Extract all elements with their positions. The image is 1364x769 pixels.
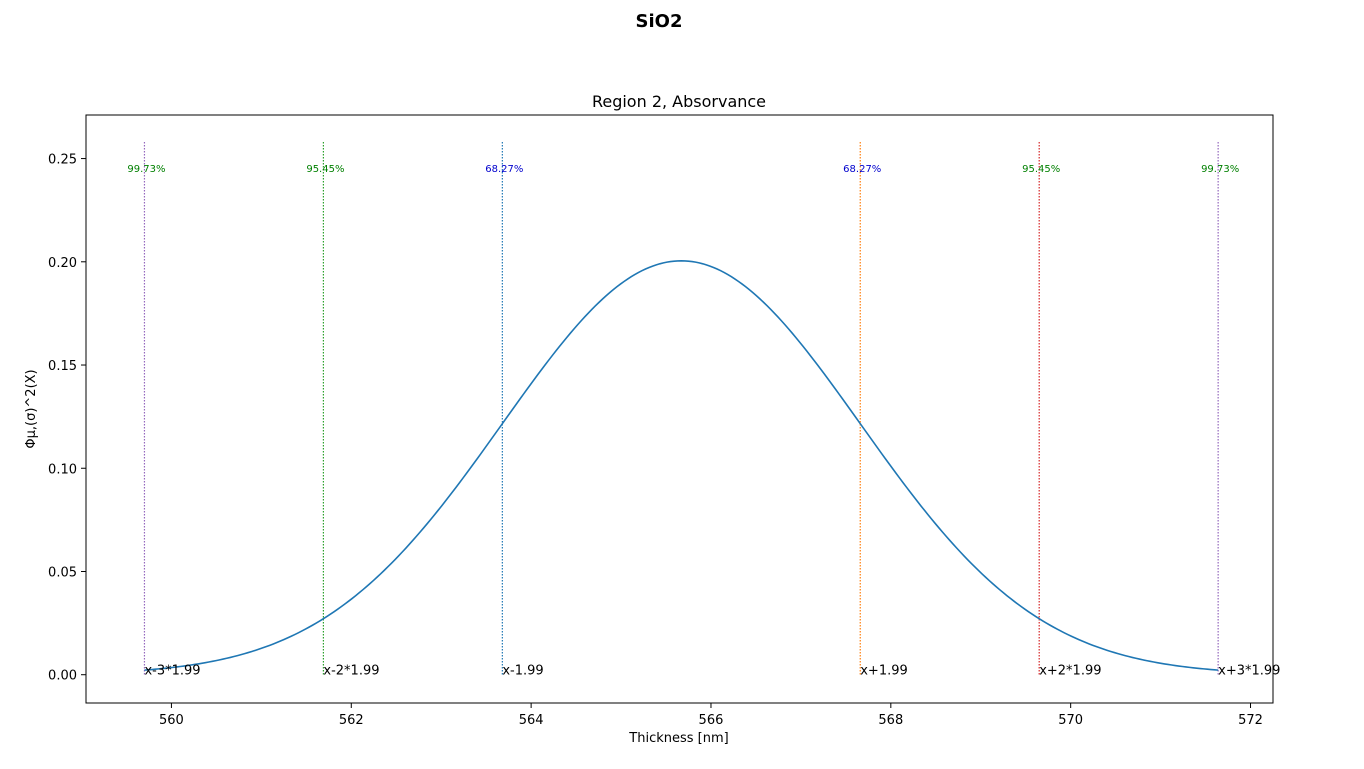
- plot-area: 99.73% x-3*1.99 95.45% x-2*1.99 68.27% x-1.99…: [127, 142, 1280, 679]
- sigma-percent-label: 68.27%: [485, 164, 523, 175]
- sigma-percent-label: 68.27%: [843, 164, 881, 175]
- sigma-bottom-label: x-1.99: [502, 664, 543, 679]
- y-tick-label: 0.00: [48, 669, 77, 684]
- x-axis-label: Thickness [nm]: [628, 731, 728, 746]
- x-tick-label: 572: [1238, 713, 1263, 728]
- x-tick-label: 564: [519, 713, 544, 728]
- sigma-bottom-label: x-3*1.99: [144, 664, 200, 679]
- figure-suptitle: SiO2: [636, 11, 683, 32]
- sigma-percent-label: 99.73%: [127, 164, 165, 175]
- x-axis: 560 562 564 566 568 570 572: [159, 703, 1263, 728]
- plot-frame: [85, 114, 1274, 704]
- sigma-bottom-label: x+3*1.99: [1218, 664, 1280, 679]
- y-tick-label: 0.10: [48, 462, 77, 477]
- gaussian-curve: [144, 260, 1219, 671]
- x-tick-label: 566: [699, 713, 724, 728]
- sigma-percent-label: 99.73%: [1201, 164, 1239, 175]
- y-axis: 0.00 0.05 0.10 0.15 0.20 0.25: [48, 153, 86, 684]
- y-tick-label: 0.25: [48, 153, 77, 168]
- y-axis-label: Φμ,(σ)^2(X): [24, 369, 39, 448]
- sigma-bottom-label: x+1.99: [860, 664, 908, 679]
- x-tick-label: 562: [339, 713, 364, 728]
- vline-label-group: 99.73% x-3*1.99 95.45% x-2*1.99 68.27% x-1.99…: [127, 164, 1280, 679]
- sigma-bottom-label: x-2*1.99: [323, 664, 379, 679]
- y-tick-label: 0.05: [48, 565, 77, 580]
- vline-group: [143, 142, 1219, 675]
- y-tick-label: 0.20: [48, 256, 77, 271]
- sigma-percent-label: 95.45%: [306, 164, 344, 175]
- sigma-percent-label: 95.45%: [1022, 164, 1060, 175]
- x-tick-label: 570: [1058, 713, 1083, 728]
- x-tick-label: 568: [878, 713, 903, 728]
- x-tick-label: 560: [159, 713, 184, 728]
- chart-title: Region 2, Absorvance: [592, 92, 766, 111]
- sigma-bottom-label: x+2*1.99: [1039, 664, 1101, 679]
- y-tick-label: 0.15: [48, 359, 77, 374]
